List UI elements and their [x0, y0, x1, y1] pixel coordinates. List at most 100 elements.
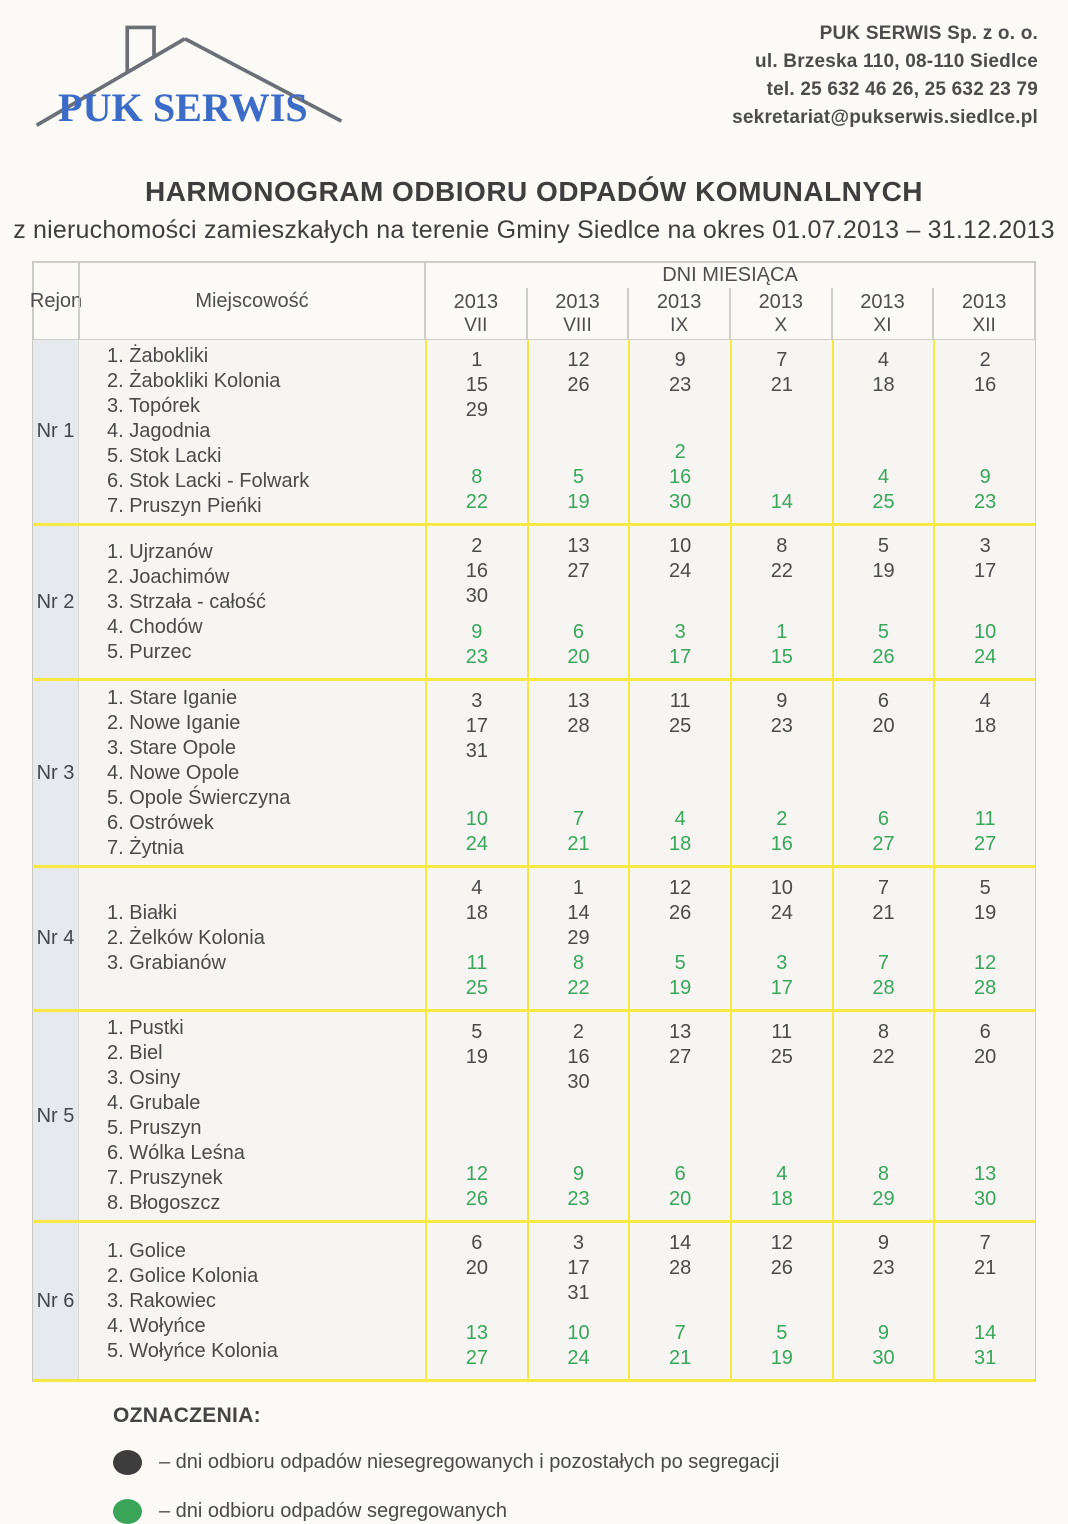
region-label: Nr 1: [33, 340, 79, 523]
unsegregated-date: 25: [770, 1046, 793, 1068]
segregated-date: 23: [465, 646, 488, 668]
segregated-date: 24: [465, 833, 488, 855]
schedule-cell: 2 16 30 9 23: [526, 1012, 629, 1220]
segregated-dates: 13 27: [466, 1321, 488, 1371]
unsegregated-date: 10: [770, 877, 793, 899]
segregated-date: 17: [770, 977, 793, 999]
unsegregated-date: 30: [465, 585, 488, 607]
page-subtitle: z nieruchomości zamieszkałych na terenie…: [13, 216, 1055, 244]
legend-title: OZNACZENIA:: [113, 1404, 261, 1427]
segregated-dates: 8 22: [567, 951, 589, 1001]
segregated-date: 13: [974, 1163, 997, 1185]
schedule-cell: 13 28 7 21: [526, 681, 629, 865]
unsegregated-dates: 7 21: [771, 348, 793, 398]
segregated-date: 25: [872, 491, 895, 513]
locality-item: 4. Nowe Opole: [107, 761, 240, 784]
table-header-row: Rejon Miejscowość DNI MIESIĄCA 2013 VII …: [30, 262, 1035, 340]
segregated-date: 19: [770, 1347, 793, 1369]
month-year: 2013: [961, 290, 1007, 313]
schedule-cell: 7 21 14: [729, 340, 832, 523]
unsegregated-dates: 1 15 29: [466, 348, 488, 423]
schedule-cell: 8 22 8 29: [831, 1012, 934, 1220]
segregated-dates: 12 26: [466, 1162, 488, 1212]
segregated-dates: 10 24: [466, 807, 488, 857]
unsegregated-date: 6: [471, 1232, 483, 1254]
unsegregated-date: 27: [567, 560, 590, 582]
month-numeral: VIII: [563, 314, 592, 336]
unsegregated-dates: 6 20: [974, 1020, 996, 1070]
segregated-date: 6: [572, 621, 585, 643]
schedule-cell: 13 27 6 20: [526, 526, 629, 678]
segregated-date: 4: [877, 466, 890, 488]
schedule-cell: 12 26 5 19: [628, 868, 730, 1009]
segregated-date: 31: [974, 1347, 997, 1369]
segregated-dates: 4 25: [872, 465, 894, 515]
region-label: Nr 3: [33, 681, 79, 865]
unsegregated-date: 22: [770, 560, 793, 582]
segregated-date: 30: [872, 1347, 895, 1369]
locality-item: 1. Stare Iganie: [107, 686, 238, 709]
schedule-cell: 10 24 3 17: [628, 526, 730, 678]
unsegregated-date: 19: [465, 1046, 488, 1068]
unsegregated-date: 22: [872, 1046, 895, 1068]
segregated-date: 12: [974, 952, 997, 974]
locality-item: 7. Pruszynek: [107, 1167, 223, 1189]
unsegregated-date: 5: [979, 877, 991, 899]
unsegregated-date: 9: [877, 1232, 890, 1254]
unsegregated-date: 23: [770, 715, 793, 737]
locality-item: 5. Wołyńce Kolonia: [107, 1339, 278, 1362]
segregated-date: 6: [674, 1163, 686, 1185]
unsegregated-dates: 10 24: [669, 534, 691, 584]
unsegregated-date: 4: [979, 690, 991, 712]
column-header-month: 2013 IX: [628, 288, 730, 340]
unsegregated-dates: 8 22: [771, 534, 793, 584]
unsegregated-date: 3: [471, 690, 483, 712]
segregated-dates: 2 16 30: [669, 440, 691, 515]
unsegregated-date: 29: [567, 927, 590, 949]
unsegregated-date: 11: [669, 690, 691, 712]
segregated-date: 5: [572, 466, 585, 488]
segregated-dates: 12 28: [974, 951, 996, 1001]
segregated-date: 28: [974, 977, 997, 999]
segregated-date: 11: [974, 808, 996, 830]
schedule-cell: 14 28 7 21: [628, 1223, 730, 1379]
segregated-date: 5: [877, 621, 890, 643]
locality-item: 3. Grabianów: [107, 952, 226, 974]
segregated-date: 3: [674, 621, 686, 643]
segregated-date: 17: [669, 646, 692, 668]
unsegregated-date: 27: [669, 1046, 692, 1068]
segregated-date: 3: [776, 952, 788, 974]
segregated-date: 26: [872, 646, 895, 668]
locality-item: 4. Chodów: [107, 615, 203, 638]
month-numeral: VII: [464, 314, 488, 336]
unsegregated-date: 1: [572, 877, 585, 899]
unsegregated-dates: 10 24: [771, 876, 793, 926]
unsegregated-date: 7: [877, 877, 890, 899]
segregated-date: 30: [974, 1188, 997, 1210]
segregated-dates: 7 28: [872, 951, 894, 1001]
region-row: Nr 6 1. Golice 2. Golice Kolonia 3. Rakowie…: [33, 1223, 1035, 1382]
unsegregated-date: 3: [979, 535, 991, 557]
segregated-dates: 9 30: [872, 1321, 894, 1371]
unsegregated-dates: 3 17 31: [567, 1231, 589, 1306]
segregated-dates: 8 22: [466, 465, 488, 515]
segregated-dates: 5 19: [771, 1321, 793, 1371]
segregated-dates: 6 20: [669, 1162, 691, 1212]
unsegregated-date: 6: [979, 1021, 991, 1043]
unsegregated-date: 20: [974, 1046, 997, 1068]
segregated-date: 20: [669, 1188, 692, 1210]
schedule-cell: 6 20 13 30: [933, 1012, 1035, 1220]
unsegregated-date: 10: [669, 535, 692, 557]
schedule-cell: 10 24 3 17: [729, 868, 832, 1009]
unsegregated-dates: 3 17 31: [466, 689, 488, 764]
locality-list: 1. Ujrzanów 2. Joachimów 3. Strzała - cało…: [79, 526, 425, 678]
unsegregated-date: 9: [776, 690, 788, 712]
segregated-date: 18: [770, 1188, 793, 1210]
region-row: Nr 3 1. Stare Iganie 2. Nowe Iganie 3. Star…: [33, 681, 1035, 868]
segregated-date: 10: [465, 808, 488, 830]
unsegregated-dates: 4 18: [974, 689, 996, 739]
segregated-date: 21: [669, 1347, 692, 1369]
unsegregated-dates: 1 14 29: [567, 876, 589, 951]
segregated-dates: 14 31: [974, 1321, 996, 1371]
locality-list: 1. Stare Iganie 2. Nowe Iganie 3. Stare Op…: [79, 681, 425, 865]
